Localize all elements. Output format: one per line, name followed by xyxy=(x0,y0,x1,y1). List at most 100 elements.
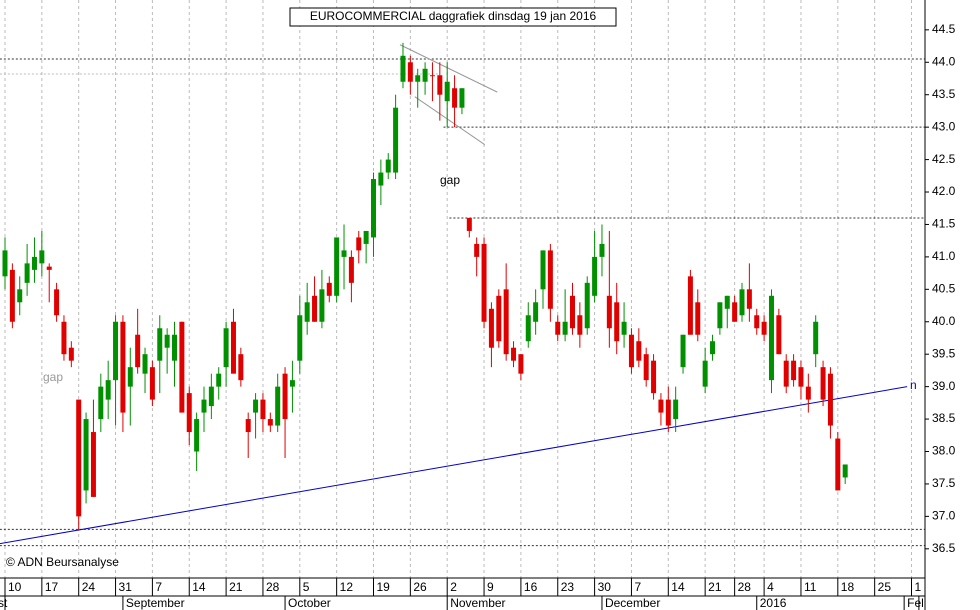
x-tick-label: 28 xyxy=(266,580,280,594)
y-tick-label: 40.5 xyxy=(932,281,956,295)
candle-body xyxy=(319,289,325,322)
y-tick-label: 44.0 xyxy=(932,54,956,68)
month-label: st xyxy=(0,596,8,610)
candle-body xyxy=(687,276,693,335)
candle-body xyxy=(363,230,369,244)
title-box xyxy=(289,7,617,27)
candle-body xyxy=(437,75,443,95)
y-tick-label: 43.5 xyxy=(932,87,956,101)
y-tick-label: 42.0 xyxy=(932,184,956,198)
candle-body xyxy=(378,172,384,186)
candle-body xyxy=(216,373,222,387)
trend-label: n xyxy=(910,378,917,392)
candle-body xyxy=(555,321,561,335)
candle-body xyxy=(179,321,185,413)
candle-body xyxy=(673,399,679,420)
candle-body xyxy=(503,289,509,355)
candle-body xyxy=(39,250,45,264)
candle-body xyxy=(768,295,774,381)
candle-body xyxy=(76,399,82,517)
candle-body xyxy=(636,341,642,361)
candle-body xyxy=(98,386,104,420)
candle-body xyxy=(289,380,295,387)
candle-body xyxy=(415,75,421,82)
x-tick-label: 26 xyxy=(413,580,427,594)
y-tick-label: 41.5 xyxy=(932,217,956,231)
candle-body xyxy=(304,302,310,322)
y-tick-label: 42.5 xyxy=(932,152,956,166)
candle-body xyxy=(791,360,797,381)
trend-line xyxy=(0,386,908,545)
candle-body xyxy=(547,250,553,309)
candle-body xyxy=(422,68,428,82)
candle-body xyxy=(371,179,376,238)
candle-body xyxy=(496,295,502,342)
x-tick-label: 23 xyxy=(561,580,575,594)
candle-body xyxy=(208,386,214,407)
y-tick-label: 39.0 xyxy=(932,379,956,393)
x-tick-label: 16 xyxy=(524,580,538,594)
candle-body xyxy=(754,315,760,329)
month-label: December xyxy=(605,596,660,610)
candle-body xyxy=(341,250,347,257)
gap-label: gap xyxy=(43,370,63,384)
candle-body xyxy=(746,289,752,309)
x-tick-label: 21 xyxy=(708,580,722,594)
candle-body xyxy=(651,360,657,394)
x-tick-label: 2 xyxy=(450,580,457,594)
candle-body xyxy=(776,315,782,355)
candle-body xyxy=(105,380,111,400)
candle-body xyxy=(562,321,568,335)
y-tick-label: 39.5 xyxy=(932,346,956,360)
candle-body xyxy=(511,347,517,361)
x-tick-label: 30 xyxy=(598,580,612,594)
y-tick-label: 41.0 xyxy=(932,249,956,263)
month-label: September xyxy=(126,596,185,610)
candle-body xyxy=(61,321,67,355)
candle-body xyxy=(459,88,465,108)
candle-body xyxy=(9,269,15,322)
candle-body xyxy=(621,321,627,335)
candle-body xyxy=(820,367,826,400)
x-tick-label: 28 xyxy=(738,580,752,594)
candle-body xyxy=(245,419,251,433)
candle-body xyxy=(326,282,332,296)
candle-body xyxy=(46,266,52,270)
candle-body xyxy=(83,419,89,491)
candle-body xyxy=(127,367,133,387)
candle-body xyxy=(533,302,539,322)
candle-body xyxy=(230,321,236,374)
candle-body xyxy=(120,321,126,413)
candle-body xyxy=(628,334,634,368)
candle-body xyxy=(68,347,74,361)
candle-body xyxy=(385,159,391,173)
candle-body xyxy=(813,321,819,355)
month-label: November xyxy=(450,596,505,610)
x-tick-label: 9 xyxy=(487,580,494,594)
x-tick-label: 21 xyxy=(229,580,243,594)
x-tick-label: 12 xyxy=(340,580,354,594)
candle-body xyxy=(798,367,804,387)
candle-body xyxy=(474,243,480,257)
candle-body xyxy=(312,295,318,322)
candle-body xyxy=(643,354,649,381)
candle-body xyxy=(157,328,163,361)
candle-body xyxy=(827,373,833,426)
candle-body xyxy=(172,334,178,361)
candle-body xyxy=(540,250,546,290)
candle-body xyxy=(710,341,716,355)
month-label: October xyxy=(288,596,331,610)
x-tick-label: 31 xyxy=(119,580,133,594)
candle-body xyxy=(481,243,487,322)
x-tick-label: 24 xyxy=(82,580,96,594)
x-tick-label: 25 xyxy=(878,580,892,594)
candle-body xyxy=(348,256,354,283)
candle-body xyxy=(717,302,723,329)
candle-body xyxy=(680,334,686,368)
y-tick-label: 36.5 xyxy=(932,541,956,555)
candle-body xyxy=(702,360,708,387)
month-label: 2016 xyxy=(760,596,787,610)
x-tick-label: 5 xyxy=(303,580,310,594)
x-tick-label: 11 xyxy=(804,580,817,594)
